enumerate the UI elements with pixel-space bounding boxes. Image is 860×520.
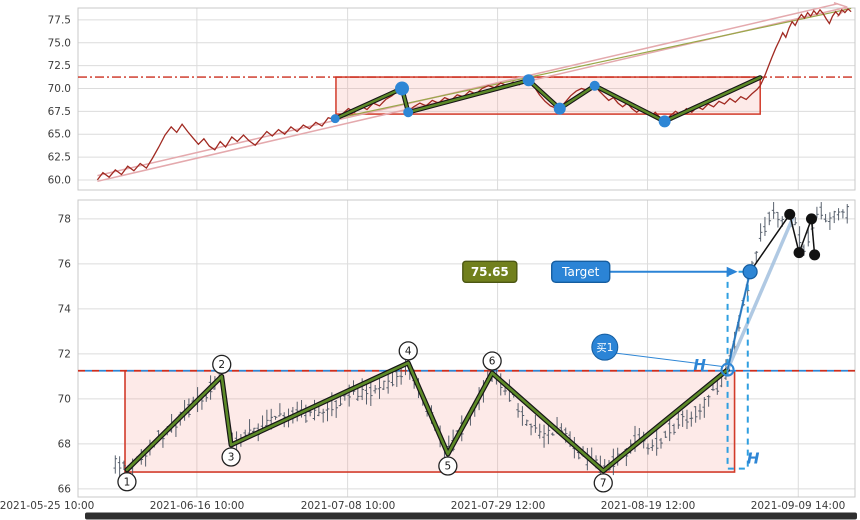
y-tick-label: 65.0 [48, 129, 71, 141]
y-tick-label: 75.0 [48, 37, 71, 49]
price-label-box [462, 260, 518, 283]
projection-dot [809, 249, 821, 261]
pivot-dot [403, 107, 414, 118]
pivot-circles: 1 2 3 4 5 6 7 [117, 341, 613, 493]
h-measure-label: H [747, 450, 760, 468]
pivot-circle-number: 5 [445, 461, 452, 473]
x-tick-label: 2021-05-25 10:00 [0, 500, 94, 512]
projection-dots [784, 208, 821, 261]
y-tick-label: 68 [58, 438, 71, 450]
x-tick-label: 2021-07-08 10:00 [301, 500, 396, 512]
y-tick-label: 67.5 [48, 106, 71, 118]
pivot-circle-shape [221, 447, 241, 467]
x-tick-label: 2021-06-16 10:00 [150, 500, 245, 512]
pivot-circle-shape [117, 472, 137, 492]
projection-dot [784, 208, 796, 220]
y-tick-label: 70.0 [48, 83, 71, 95]
top-chart: 60.0 62.5 65.0 67.5 70.0 72.5 75.0 77.5 [48, 2, 856, 191]
pivot-circle-shape [212, 354, 232, 375]
target-annotation[interactable]: Target [551, 260, 738, 283]
buy-badge-circle [591, 333, 619, 361]
y-axis-labels: 66 68 70 72 74 76 78 [58, 213, 72, 495]
grid-lines [78, 8, 855, 190]
grid-lines [78, 200, 855, 497]
channel-arrowhead [833, 2, 848, 8]
pivot-dot [395, 81, 410, 96]
projection-dot [805, 213, 817, 225]
pivot-circle-2: 2 [212, 354, 232, 375]
pivot-dot [658, 115, 671, 128]
pivot-circle-4: 4 [398, 341, 418, 361]
buy-leader-line [615, 352, 724, 368]
y-tick-label: 76 [58, 258, 72, 270]
plot-border [77, 199, 856, 498]
pivot-circle-6: 6 [482, 351, 502, 371]
y-tick-label: 77.5 [48, 14, 71, 26]
target-arrowhead [726, 266, 738, 277]
pivot-circle-5: 5 [438, 456, 458, 476]
y-axis-labels: 60.0 62.5 65.0 67.5 70.0 72.5 75.0 77.5 [48, 14, 71, 186]
price-target-label[interactable]: 75.65 [462, 260, 518, 283]
y-tick-label: 62.5 [48, 152, 71, 164]
projection-fan-line [725, 217, 795, 371]
y-tick-label: 74 [58, 303, 72, 315]
y-tick-label: 78 [58, 213, 71, 225]
x-axis-labels: 2021-05-25 10:00 2021-06-16 10:00 2021-07-… [0, 500, 845, 512]
x-tick-label: 2021-08-19 12:00 [601, 500, 696, 512]
pivot-circle-number: 7 [600, 478, 607, 490]
pivot-dot [330, 114, 340, 124]
range-box [124, 369, 736, 473]
price-label-text: 75.65 [471, 265, 509, 279]
pivot-dot [522, 74, 535, 87]
target-label-box [551, 260, 611, 283]
measurement-dashed-box [726, 270, 749, 470]
buy-badge-text: 买1 [596, 342, 613, 354]
h-measure-label: H [693, 356, 706, 374]
y-tick-label: 70 [58, 393, 71, 405]
pivot-circle-shape [398, 341, 418, 361]
y-tick-label: 72.5 [48, 60, 71, 72]
buy-badge[interactable]: 买1 [591, 333, 724, 368]
target-point-marker [742, 264, 758, 280]
y-tick-label: 60.0 [48, 174, 71, 186]
pivot-circle-7: 7 [593, 473, 613, 493]
target-label-text: Target [561, 265, 599, 279]
y-tick-label: 66 [58, 483, 72, 495]
pivot-circle-number: 1 [124, 476, 131, 488]
x-tick-label: 2021-09-09 14:00 [751, 500, 846, 512]
projection-dot [793, 247, 805, 259]
breakout-point-ring [720, 362, 735, 377]
pivot-circle-shape [593, 473, 613, 493]
pivot-circle-shape [438, 456, 458, 476]
trend-line [335, 7, 852, 120]
bottom-chart: 66 68 70 72 74 76 78 1 2 3 4 5 6 7 75.65 Target 买1 H H [58, 199, 856, 498]
pivot-circle-1: 1 [117, 472, 137, 492]
zigzag-markers [330, 74, 671, 128]
zigzag-line [125, 361, 729, 473]
pivot-circle-number: 4 [405, 346, 412, 358]
plot-border [77, 7, 856, 191]
pivot-circle-number: 3 [228, 452, 235, 464]
x-tick-label: 2021-07-29 12:00 [451, 500, 546, 512]
pivot-circle-3: 3 [221, 447, 241, 467]
channel-line [97, 2, 839, 177]
y-tick-label: 72 [58, 348, 71, 360]
pivot-circle-number: 2 [218, 359, 225, 371]
pivot-circle-number: 6 [489, 356, 496, 368]
bottom-scrollbar[interactable] [85, 512, 857, 520]
pivot-dot [553, 102, 566, 115]
breakout-line [726, 271, 752, 370]
pivot-dot [589, 80, 600, 91]
pivot-circle-shape [482, 351, 502, 371]
